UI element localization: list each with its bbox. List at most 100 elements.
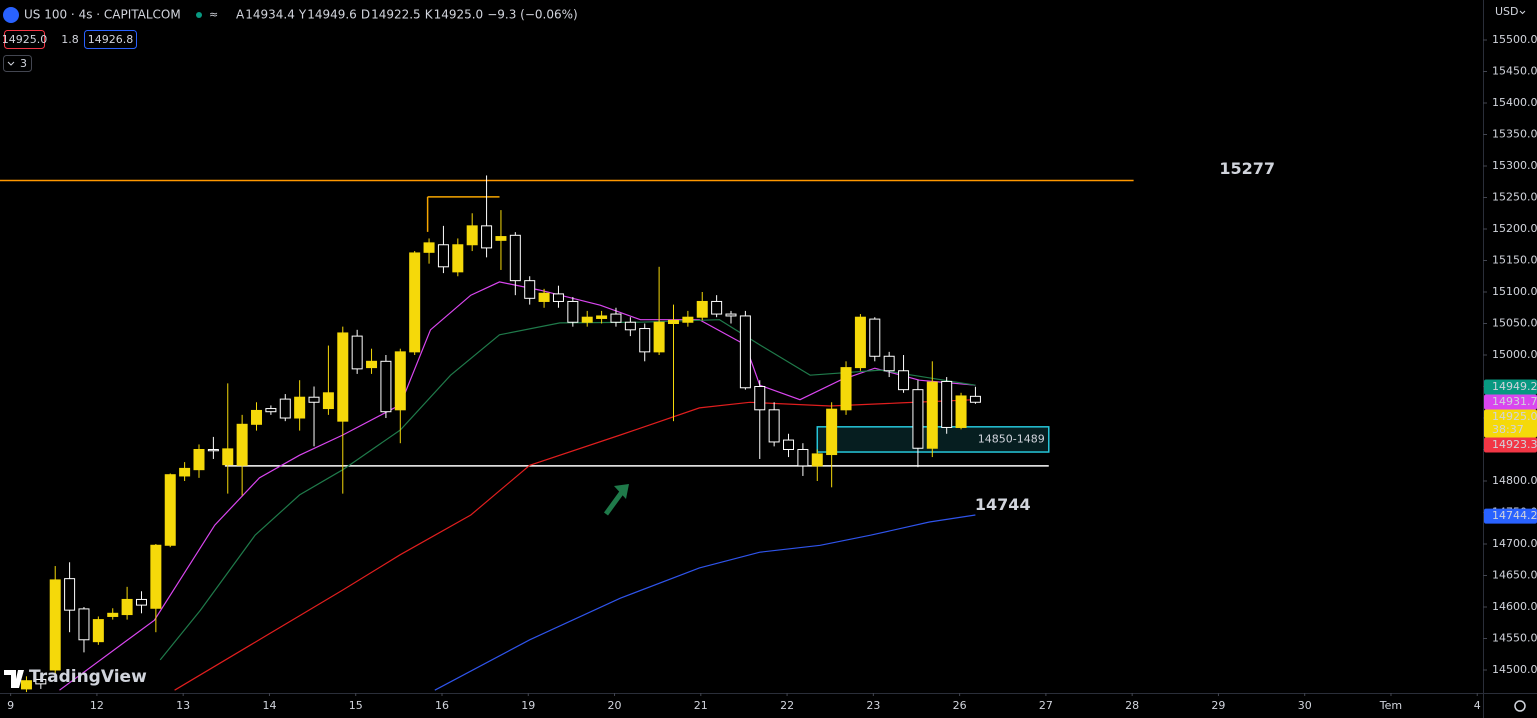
moving-average (434, 514, 976, 691)
y-tick-label: 14550.0 (1492, 632, 1537, 645)
candle-body (898, 370, 910, 391)
y-tick-label: 15400.0 (1492, 96, 1537, 109)
candle-body (969, 395, 981, 403)
x-tick-label: 15 (349, 699, 363, 712)
candle-body (49, 579, 61, 671)
sell-price[interactable]: 14925.0 (2, 33, 48, 46)
price-tag-label: 14931.7 (1492, 395, 1537, 408)
ohlc-value: 14949.6 (307, 8, 357, 22)
candle-body (610, 313, 622, 323)
candle-body (121, 598, 133, 616)
price-tag-label: 14923.3 (1492, 438, 1537, 451)
candle-body (826, 408, 838, 456)
status-dot (196, 12, 202, 18)
candle-body (624, 321, 636, 331)
x-tick-label: 21 (694, 699, 708, 712)
x-tick-label: 16 (435, 699, 449, 712)
currency[interactable]: USD (1495, 5, 1519, 18)
x-tick-label: 9 (7, 699, 14, 712)
zone-label: 14850-1489 (978, 432, 1045, 445)
candle-body (35, 678, 47, 685)
candle-body (351, 335, 363, 370)
candle-body (682, 316, 694, 323)
candle-body (653, 321, 665, 353)
price-tag (1484, 379, 1537, 395)
candle-body (811, 453, 823, 467)
candle-body (711, 300, 723, 315)
candle-body (20, 680, 32, 690)
x-tick-label: 28 (1125, 699, 1139, 712)
ohlc-value: 14925.0 (434, 8, 484, 22)
price-label: 14744 (975, 495, 1031, 514)
candle-body (768, 409, 780, 443)
candle-body (107, 612, 119, 617)
candle-body (394, 351, 406, 411)
buy-button[interactable] (84, 30, 137, 49)
price-tag (1484, 394, 1537, 410)
candle-body (236, 423, 248, 466)
ohlc-key: Y (298, 8, 307, 22)
ohlc-value: 14934.4 (245, 8, 295, 22)
candle-body (265, 408, 277, 413)
candle-body (466, 225, 478, 246)
logo (4, 670, 24, 688)
y-tick-label: 15200.0 (1492, 222, 1537, 235)
symbol-icon (3, 7, 19, 23)
x-tick-label: 23 (866, 699, 880, 712)
candle-body (150, 544, 162, 609)
candle-body (193, 449, 205, 471)
ohlc-key: K (425, 8, 434, 22)
candle-body (955, 395, 967, 428)
candle-body (912, 389, 924, 449)
candle-body (380, 360, 392, 413)
candle-body (567, 300, 579, 323)
candle-body (179, 467, 191, 477)
candle-body (667, 319, 679, 325)
symbol[interactable]: US 100 · 4s · CAPITALCOM (24, 8, 181, 22)
candle-body (941, 380, 953, 428)
candle-body (423, 242, 435, 253)
price-tag (1484, 409, 1537, 438)
candle-body (797, 449, 809, 467)
candle-body (78, 608, 90, 641)
x-tick-label: 30 (1298, 699, 1312, 712)
x-tick-label: 12 (90, 699, 104, 712)
candle-body (437, 244, 449, 268)
y-tick-label: 15000.0 (1492, 348, 1537, 361)
x-tick-label: 26 (953, 699, 967, 712)
ohlc-value: 14922.5 (371, 8, 421, 22)
y-tick-label: 14500.0 (1492, 663, 1537, 676)
candle-body (308, 396, 320, 403)
plot-area: 14850-1489 (0, 175, 1134, 693)
candle-body (581, 316, 593, 323)
candle-body (725, 313, 737, 317)
indicator-toggle[interactable] (3, 55, 32, 72)
candle-body (596, 315, 608, 319)
candle-body (883, 355, 895, 372)
candle-body (64, 578, 76, 611)
candle-body (322, 392, 334, 410)
candle-body (509, 234, 521, 282)
candle-body (337, 332, 349, 422)
candle-body (279, 398, 291, 419)
x-tick-label: 14 (262, 699, 276, 712)
settings-icon[interactable] (1514, 700, 1526, 712)
x-tick-label: 27 (1039, 699, 1053, 712)
ohlc-key: D (361, 8, 370, 22)
y-tick-label: 14700.0 (1492, 537, 1537, 550)
price-tag-label: 14744.2 (1492, 509, 1537, 522)
chevron (7, 61, 15, 66)
candle-body (926, 381, 938, 449)
x-tick-label: 29 (1211, 699, 1225, 712)
y-tick-label: 15500.0 (1492, 33, 1537, 46)
sell-button[interactable] (4, 30, 45, 49)
candle-body (840, 367, 852, 411)
candle-body (452, 244, 464, 273)
candle-body (739, 315, 751, 389)
indicator-count[interactable]: 3 (20, 57, 27, 70)
candle-body (869, 318, 881, 357)
buy-price[interactable]: 14926.8 (88, 33, 134, 46)
chevron (1519, 10, 1526, 15)
candle-body (696, 300, 708, 318)
